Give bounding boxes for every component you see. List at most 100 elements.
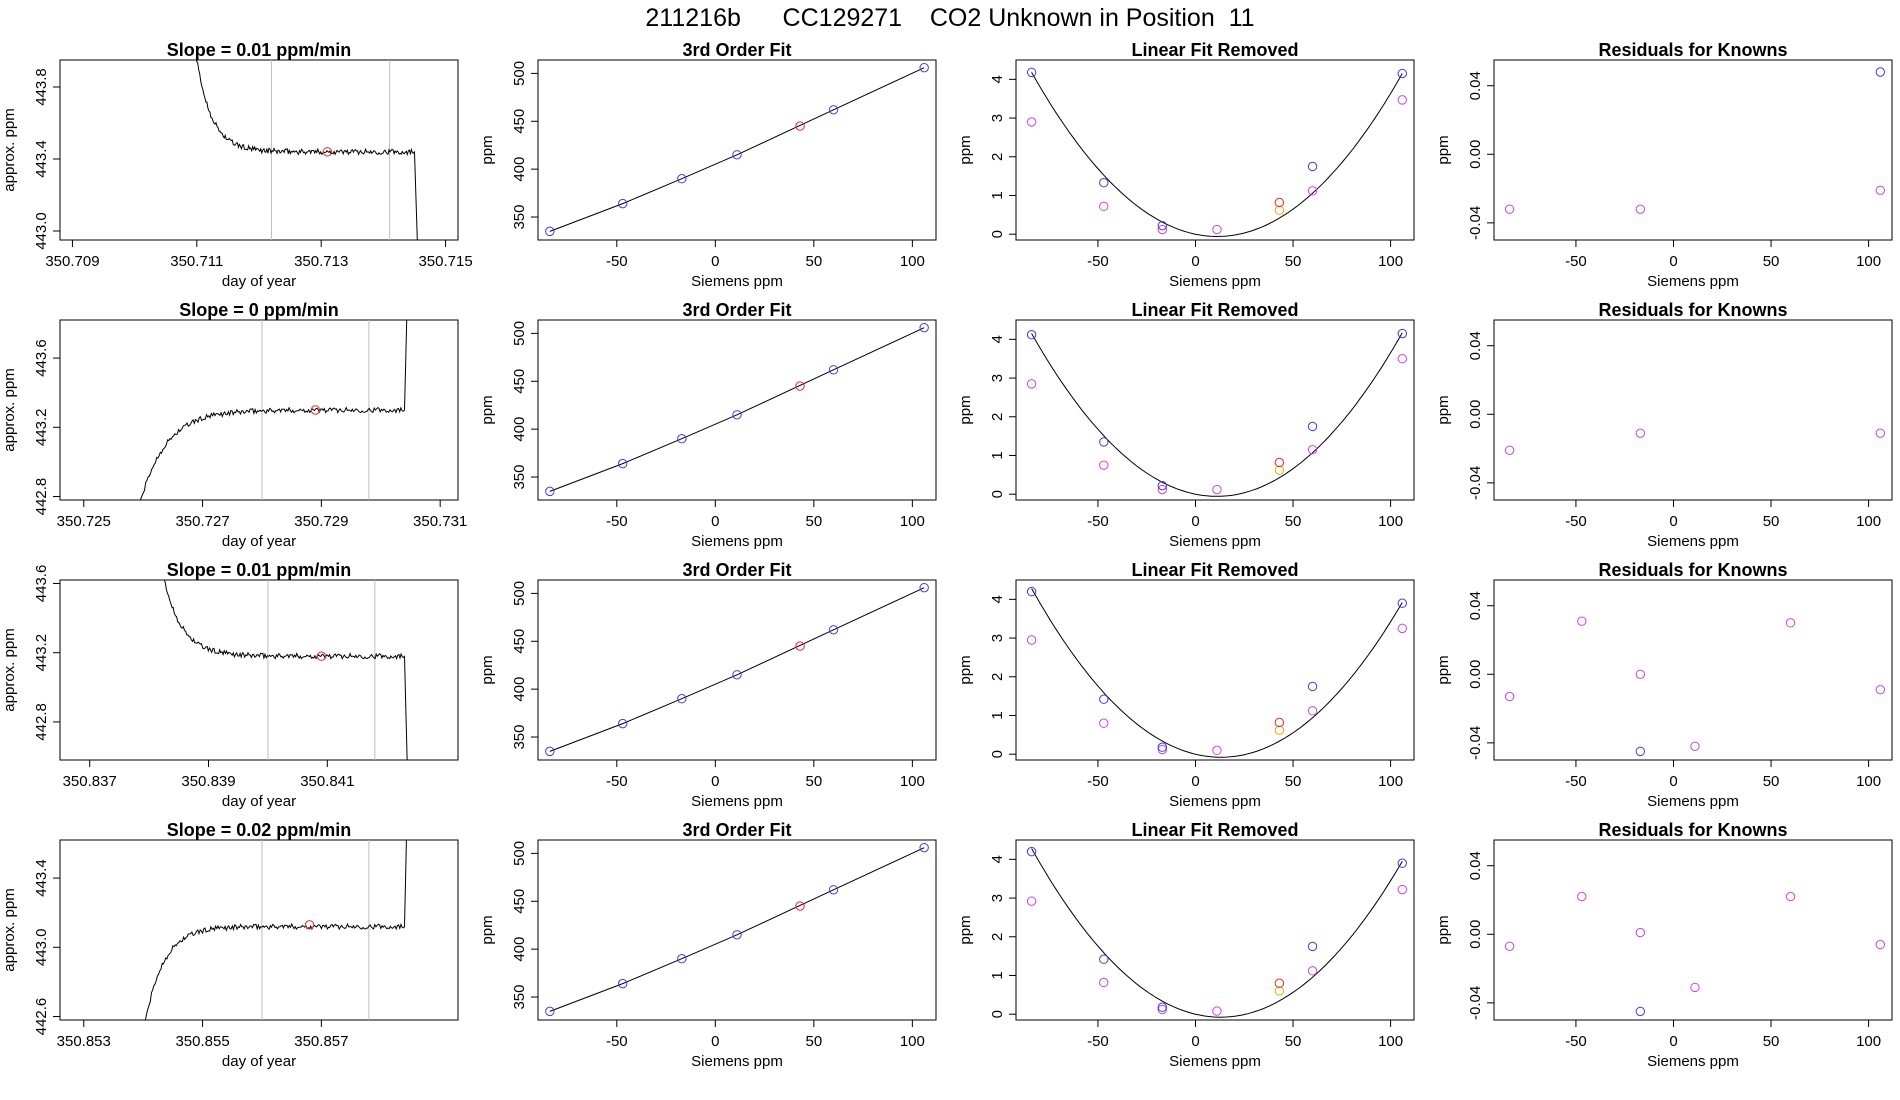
row2-fit-x-tick-label: 100 [900,513,925,530]
row4-residual-magenta-point [1785,891,1796,902]
row3-linear-blue-point [1307,681,1318,692]
row1-slope-plot-area [195,60,418,240]
row3-slope-x-tick-label: 350.839 [181,773,235,790]
row4-residual-magenta-point [1635,927,1646,938]
row1-slope-y-label: approx. ppm [1,108,18,191]
row1-linear-x-tick-label: 0 [1191,253,1199,270]
row4-slope-x-label: day of year [222,1053,296,1070]
row1-fit-known-point [545,226,555,237]
row2-fit-y-tick-label: 450 [511,369,528,394]
row2-residuals-y-label: ppm [1435,395,1452,424]
row4-slope-y-label: approx. ppm [1,888,18,971]
row2-slope-x-label: day of year [222,533,296,550]
row3-residual-blue-point [1635,746,1646,757]
row4-fit-known-point [828,885,839,895]
row2-linear-y-label: ppm [957,395,974,424]
row1-linear-x-tick-label: 100 [1378,253,1403,270]
row3-residual-magenta-point [1875,685,1885,695]
row4-fit-panel: 3rd Order Fit -50 0 50 100 Siemens ppm 350 400 4… [479,820,937,1070]
row4-residuals-x-tick-label: 50 [1763,1033,1780,1050]
row2-fit-panel: 3rd Order Fit -50 0 50 100 Siemens ppm 350 400 4… [479,300,937,550]
row1-slope-mean-point [322,147,333,157]
row2-linear-y-tick-label: 1 [989,451,1006,459]
row1-linear-orange-point [1274,205,1285,215]
row1-fit-y-tick-label: 500 [511,61,528,86]
row4-linear-y-tick-label: 2 [989,933,1006,941]
row1-linear-magenta-point [1212,224,1222,235]
row1-residuals-x-label: Siemens ppm [1647,273,1739,290]
row3-linear-magenta-point [1157,744,1168,755]
row3-fit-y-tick-label: 350 [511,725,528,750]
row3-linear-magenta-point [1099,718,1109,728]
row2-fit-x-tick-label: -50 [606,513,628,530]
row4-residuals-title: Residuals for Knowns [1598,820,1787,840]
row4-fit-line [549,847,925,1012]
row2-fit-y-tick-label: 350 [511,465,528,490]
row1-slope-y-tick-label: 443.8 [33,68,50,106]
row2-linear-blue-point [1026,330,1037,340]
row2-linear-y-tick-label: 4 [989,335,1006,343]
row2-residuals-y-tick-label: -0.04 [1467,466,1484,500]
row1-slope-y-tick-label: 443.4 [33,140,50,178]
row1-linear-y-tick-label: 2 [989,153,1006,161]
row1-fit-plot-area [545,62,929,237]
row1-linear-y-label: ppm [957,135,974,164]
row1-linear-y-tick-label: 4 [989,75,1006,83]
row1-linear-frame [1015,59,1415,241]
row1-fit-known-point [677,174,687,184]
row2-linear-blue-point [1397,328,1407,339]
row4-fit-known-point [919,842,929,853]
row2-fit-known-point [618,458,628,469]
row1-fit-x-tick-label: -50 [606,253,628,270]
row4-fit-known-point [545,1006,555,1017]
row2-linear-magenta-point [1307,444,1318,455]
row4-residuals-y-tick-label: 0.04 [1467,851,1484,880]
row1-fit-frame [537,59,937,241]
row3-linear-magenta-point [1307,706,1318,716]
row3-fit-known-point [677,694,687,704]
row3-residual-magenta-point [1504,691,1515,702]
row3-slope-trace [163,580,408,760]
row2-fit-y-label: ppm [479,395,496,424]
row3-linear-y-tick-label: 2 [989,673,1006,681]
row3-fit-plot-area [545,582,929,757]
row2-linear-y-tick-label: 2 [989,413,1006,421]
row1-residuals-x-tick-label: 0 [1669,253,1677,270]
row3-slope-x-tick-label: 350.841 [300,773,354,790]
row3-slope-plot-area [163,580,408,760]
row1-residuals-x-tick-label: 100 [1856,253,1881,270]
row2-residuals-panel: Residuals for Knowns -50 0 50 100 Siemens ppm… [1435,300,1893,550]
row1-fit-line [549,67,925,232]
row4-fit-known-point [732,930,742,940]
row3-fit-y-tick-label: 450 [511,629,528,654]
row4-fit-title: 3rd Order Fit [682,820,791,840]
row1-fit-x-tick-label: 0 [711,253,719,270]
row2-residuals-frame [1493,319,1893,501]
row1-slope-y-tick-label: 443.0 [33,212,50,250]
row2-linear-frame [1015,319,1415,501]
row3-residuals-x-tick-label: 50 [1763,773,1780,790]
row1-slope-x-tick-label: 350.709 [45,253,99,270]
row2-residuals-y-tick-label: 0.00 [1467,400,1484,429]
row4-linear-blue-point [1026,846,1037,857]
row1-fit-unknown-point [795,121,805,131]
row3-residuals-y-tick-label: 0.00 [1467,660,1484,689]
row1-residual-magenta-point [1504,204,1515,214]
row4-fit-y-tick-label: 400 [511,937,528,962]
row2-slope-plot-area [140,320,408,500]
row2-slope-trace [140,320,408,500]
row4-fit-x-tick-label: 50 [805,1033,822,1050]
row2-slope-y-tick-label: 443.6 [33,339,50,377]
row1-residuals-frame [1493,59,1893,241]
row3-linear-curve [1031,588,1403,758]
row4-residuals-plot-area [1504,891,1885,1017]
row4-residuals-panel: Residuals for Knowns -50 0 50 100 Siemens ppm… [1435,820,1893,1070]
row4-fit-y-tick-label: 500 [511,841,528,866]
row2-fit-unknown-point [795,381,805,391]
row3-residual-magenta-point [1635,669,1646,679]
row4-residuals-y-tick-label: 0.00 [1467,920,1484,949]
row3-residuals-x-tick-label: 100 [1856,773,1881,790]
row3-linear-blue-point [1157,742,1168,752]
row2-residual-magenta-point [1635,428,1646,438]
row4-linear-x-tick-label: -50 [1087,1033,1109,1050]
